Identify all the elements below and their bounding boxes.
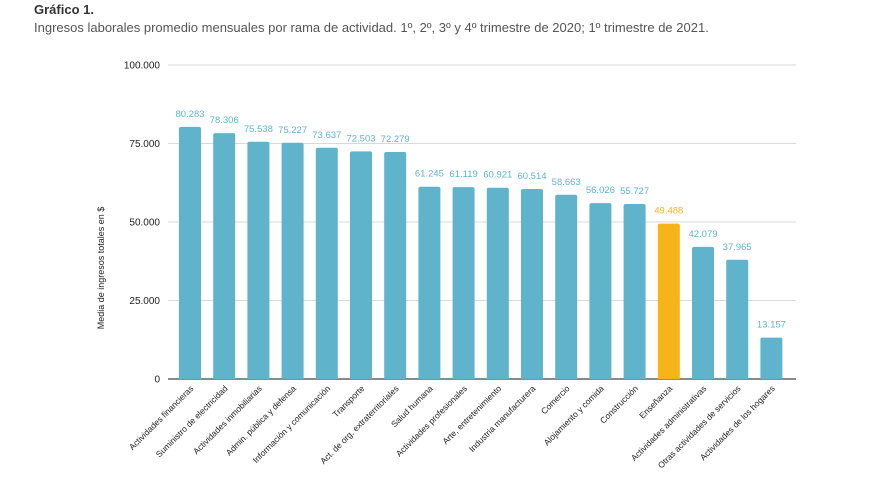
- gridlines: [168, 64, 796, 380]
- value-label: 49.488: [654, 206, 683, 217]
- bar: [213, 133, 236, 379]
- x-tick-label: Actividades inmobiliarias: [191, 383, 264, 456]
- value-label: 60.514: [517, 171, 546, 182]
- bar: [555, 194, 578, 379]
- bars: [179, 126, 783, 379]
- bar: [384, 152, 407, 379]
- bar: [726, 259, 749, 379]
- figure-subtitle: Ingresos laborales promedio mensuales po…: [34, 20, 709, 35]
- bar: [418, 186, 441, 379]
- bar: [247, 141, 270, 379]
- bar: [315, 147, 338, 379]
- y-tick-label: 25.000: [129, 296, 160, 307]
- value-label: 61.119: [449, 169, 477, 180]
- x-tick-label: Actividades financieras: [127, 383, 196, 452]
- value-label: 61.245: [415, 169, 444, 180]
- x-tick-label: Comercio: [539, 383, 572, 416]
- bar: [521, 188, 543, 379]
- value-label: 72.279: [381, 134, 410, 145]
- y-tick-label: 100.000: [124, 61, 161, 72]
- y-tick-label: 50.000: [129, 218, 160, 229]
- bar: [657, 223, 680, 379]
- y-tick-label: 0: [154, 375, 160, 386]
- x-tick-label: Arte, entretenimiento: [440, 383, 503, 446]
- value-labels: 80.283 78.306 75.538 75.227 73.637 72.503 72.2…: [175, 109, 785, 331]
- value-label: 13.157: [757, 320, 786, 331]
- bar: [350, 151, 372, 379]
- bar: [692, 246, 714, 379]
- value-label: 60.921: [483, 170, 512, 181]
- x-tick-label: Alojamiento y comida: [542, 383, 606, 447]
- bar: [760, 337, 783, 379]
- bar: [623, 204, 646, 379]
- value-label: 78.306: [210, 115, 239, 126]
- bar: [179, 126, 201, 379]
- value-label: 75.227: [278, 125, 307, 136]
- value-label: 72.503: [346, 133, 375, 144]
- figure-header: Gráfico 1. Ingresos laborales promedio m…: [34, 2, 709, 36]
- value-label: 56.026: [586, 185, 615, 196]
- bar: [589, 203, 612, 379]
- value-label: 58.663: [552, 177, 581, 188]
- figure-title: Gráfico 1.: [34, 2, 94, 17]
- y-tick-label: 75.000: [129, 139, 160, 150]
- value-label: 80.283: [175, 109, 204, 120]
- bar: [281, 142, 304, 379]
- bar: [486, 187, 509, 379]
- value-label: 75.538: [244, 124, 273, 135]
- bar: [452, 187, 475, 379]
- y-axis: 0 25.000 50.000 75.000 100.000: [124, 61, 161, 386]
- x-tick-label: Industria manufacturera: [467, 383, 538, 454]
- value-label: 55.727: [620, 186, 649, 197]
- y-axis-title: Media de ingresos totales en $: [96, 207, 106, 330]
- value-label: 42.079: [688, 229, 717, 240]
- value-label: 37.965: [723, 242, 752, 253]
- x-tick-label: Transporte: [330, 383, 366, 419]
- value-label: 73.637: [312, 130, 341, 141]
